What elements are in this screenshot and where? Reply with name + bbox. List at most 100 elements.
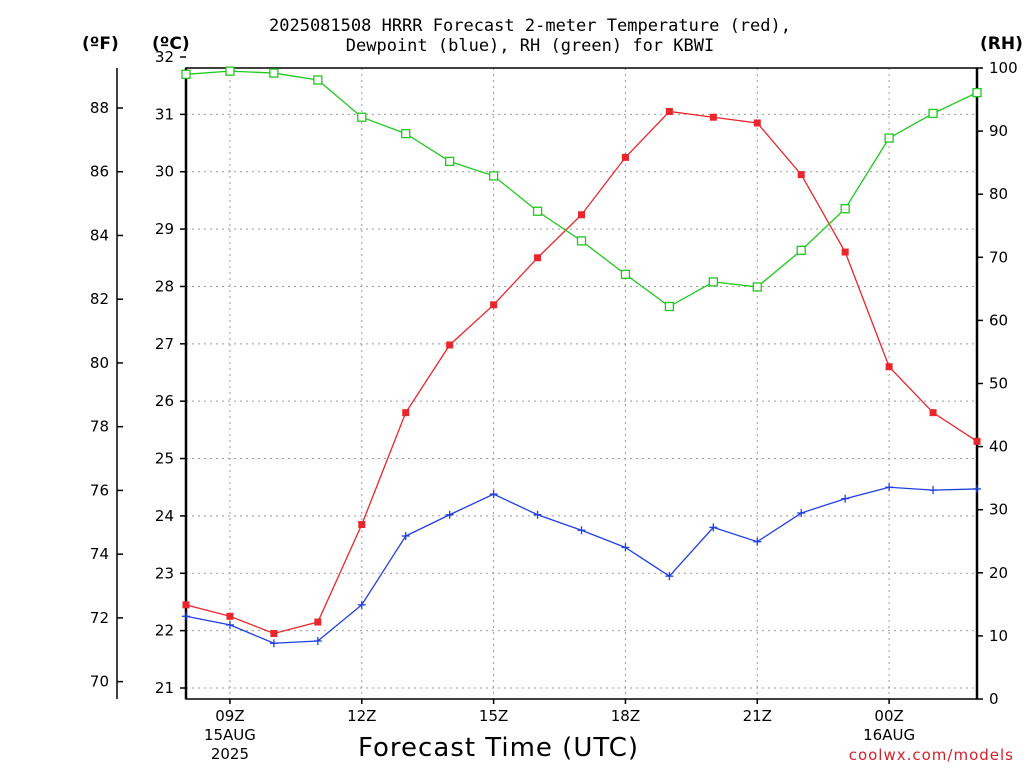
tick-labels: 21 22 23 24 25 26 27 28 29 30 31 32 70 72 74 76 78 80 82 84… bbox=[90, 48, 1018, 763]
celsius-tick-label: 30 bbox=[155, 163, 174, 181]
credit-link[interactable]: coolwx.com/models bbox=[848, 746, 1014, 764]
celsius-tick-label: 23 bbox=[155, 564, 174, 582]
fahrenheit-tick-label: 76 bbox=[90, 481, 109, 499]
temperature-point bbox=[358, 521, 366, 529]
celsius-unit-label: (ºC) bbox=[152, 34, 190, 54]
rh-point bbox=[269, 68, 279, 78]
celsius-tick-label: 32 bbox=[155, 48, 174, 66]
celsius-tick-label: 22 bbox=[155, 622, 174, 640]
temperature-point bbox=[578, 211, 585, 219]
title-line-1: 2025081508 HRRR Forecast 2-meter Tempera… bbox=[269, 16, 791, 36]
grid-lines bbox=[186, 68, 977, 699]
temperature-point bbox=[797, 171, 805, 179]
rh-point bbox=[664, 301, 675, 312]
series-rh bbox=[181, 66, 982, 312]
temperature-point bbox=[402, 409, 410, 417]
fahrenheit-tick-label: 72 bbox=[90, 609, 109, 627]
rh-tick-label: 50 bbox=[989, 375, 1008, 393]
rh-point bbox=[357, 112, 367, 122]
rh-point bbox=[532, 206, 543, 216]
celsius-tick-label: 27 bbox=[155, 335, 174, 353]
rh-tick-label: 60 bbox=[989, 311, 1008, 329]
celsius-tick-label: 31 bbox=[155, 105, 174, 123]
rh-unit-label: (RH) bbox=[980, 34, 1023, 54]
series-temperature bbox=[182, 107, 981, 638]
temperature-point bbox=[665, 107, 673, 115]
axes bbox=[116, 56, 983, 704]
rh-tick-label: 10 bbox=[989, 627, 1008, 645]
temperature-point bbox=[709, 113, 717, 121]
x-tick-label: 18Z bbox=[611, 707, 640, 725]
fahrenheit-tick-label: 80 bbox=[90, 354, 109, 372]
celsius-tick-label: 29 bbox=[155, 220, 174, 238]
rh-tick-label: 80 bbox=[989, 185, 1008, 203]
chart-title: 2025081508 HRRR Forecast 2-meter Tempera… bbox=[160, 16, 900, 56]
rh-tick-label: 30 bbox=[989, 501, 1008, 519]
rh-point bbox=[313, 75, 323, 85]
data-series bbox=[181, 66, 982, 648]
title-line-2: Dewpoint (blue), RH (green) for KBWI bbox=[345, 36, 715, 56]
rh-point bbox=[972, 87, 982, 98]
temperature-point bbox=[490, 301, 498, 309]
rh-tick-label: 20 bbox=[989, 564, 1008, 582]
rh-point bbox=[840, 204, 850, 214]
celsius-tick-label: 24 bbox=[155, 507, 174, 525]
temperature-point bbox=[270, 630, 278, 638]
rh-point bbox=[928, 108, 938, 119]
x-tick-label: 12Z bbox=[347, 707, 376, 725]
celsius-tick-label: 25 bbox=[155, 450, 174, 468]
rh-point bbox=[708, 277, 718, 287]
temperature-point bbox=[446, 341, 454, 349]
x-tick-label: 21Z bbox=[743, 707, 772, 725]
series-line-dewpoint bbox=[185, 486, 978, 644]
rh-point bbox=[488, 171, 499, 181]
fahrenheit-tick-label: 86 bbox=[90, 163, 109, 181]
celsius-tick-label: 28 bbox=[155, 277, 174, 295]
rh-point bbox=[181, 69, 191, 79]
rh-point bbox=[884, 133, 894, 143]
series-line-temperature bbox=[185, 110, 978, 635]
rh-point bbox=[445, 156, 455, 167]
rh-point bbox=[576, 236, 587, 246]
rh-tick-label: 0 bbox=[989, 690, 999, 708]
temperature-point bbox=[973, 437, 981, 445]
temperature-point bbox=[841, 248, 849, 256]
x-tick-label: 15Z bbox=[479, 707, 508, 725]
fahrenheit-tick-label: 88 bbox=[90, 99, 109, 117]
temperature-point bbox=[885, 363, 893, 371]
temperature-point bbox=[182, 601, 190, 609]
series-dewpoint bbox=[182, 483, 981, 648]
x-tick-year-label: 2025 bbox=[211, 745, 249, 763]
fahrenheit-tick-label: 82 bbox=[90, 290, 109, 308]
x-tick-date-label: 16AUG bbox=[863, 726, 915, 744]
fahrenheit-tick-label: 78 bbox=[90, 418, 109, 436]
rh-tick-label: 90 bbox=[989, 122, 1008, 140]
x-tick-label: 00Z bbox=[874, 707, 903, 725]
rh-point bbox=[796, 245, 806, 256]
temperature-point bbox=[226, 612, 234, 620]
rh-point bbox=[752, 282, 762, 292]
temperature-point bbox=[753, 119, 761, 127]
plot-frame bbox=[185, 67, 978, 700]
fahrenheit-tick-label: 74 bbox=[90, 545, 109, 563]
temperature-point bbox=[621, 153, 629, 161]
rh-point bbox=[401, 128, 411, 139]
series-line-rh bbox=[185, 70, 978, 308]
x-axis-title: Forecast Time (UTC) bbox=[358, 733, 640, 763]
temperature-point bbox=[929, 409, 937, 417]
rh-point bbox=[620, 269, 631, 279]
celsius-tick-label: 26 bbox=[155, 392, 174, 410]
temperature-point bbox=[314, 618, 322, 626]
rh-point bbox=[225, 66, 235, 76]
celsius-tick-label: 21 bbox=[155, 679, 174, 697]
x-tick-label: 09Z bbox=[215, 707, 244, 725]
fahrenheit-unit-label: (ºF) bbox=[82, 34, 119, 54]
temperature-point bbox=[534, 254, 542, 262]
fahrenheit-tick-label: 70 bbox=[90, 673, 109, 691]
rh-tick-label: 70 bbox=[989, 248, 1008, 266]
x-tick-date-label: 15AUG bbox=[204, 726, 256, 744]
fahrenheit-tick-label: 84 bbox=[90, 226, 109, 244]
rh-tick-label: 40 bbox=[989, 438, 1008, 456]
rh-tick-label: 100 bbox=[989, 59, 1018, 77]
